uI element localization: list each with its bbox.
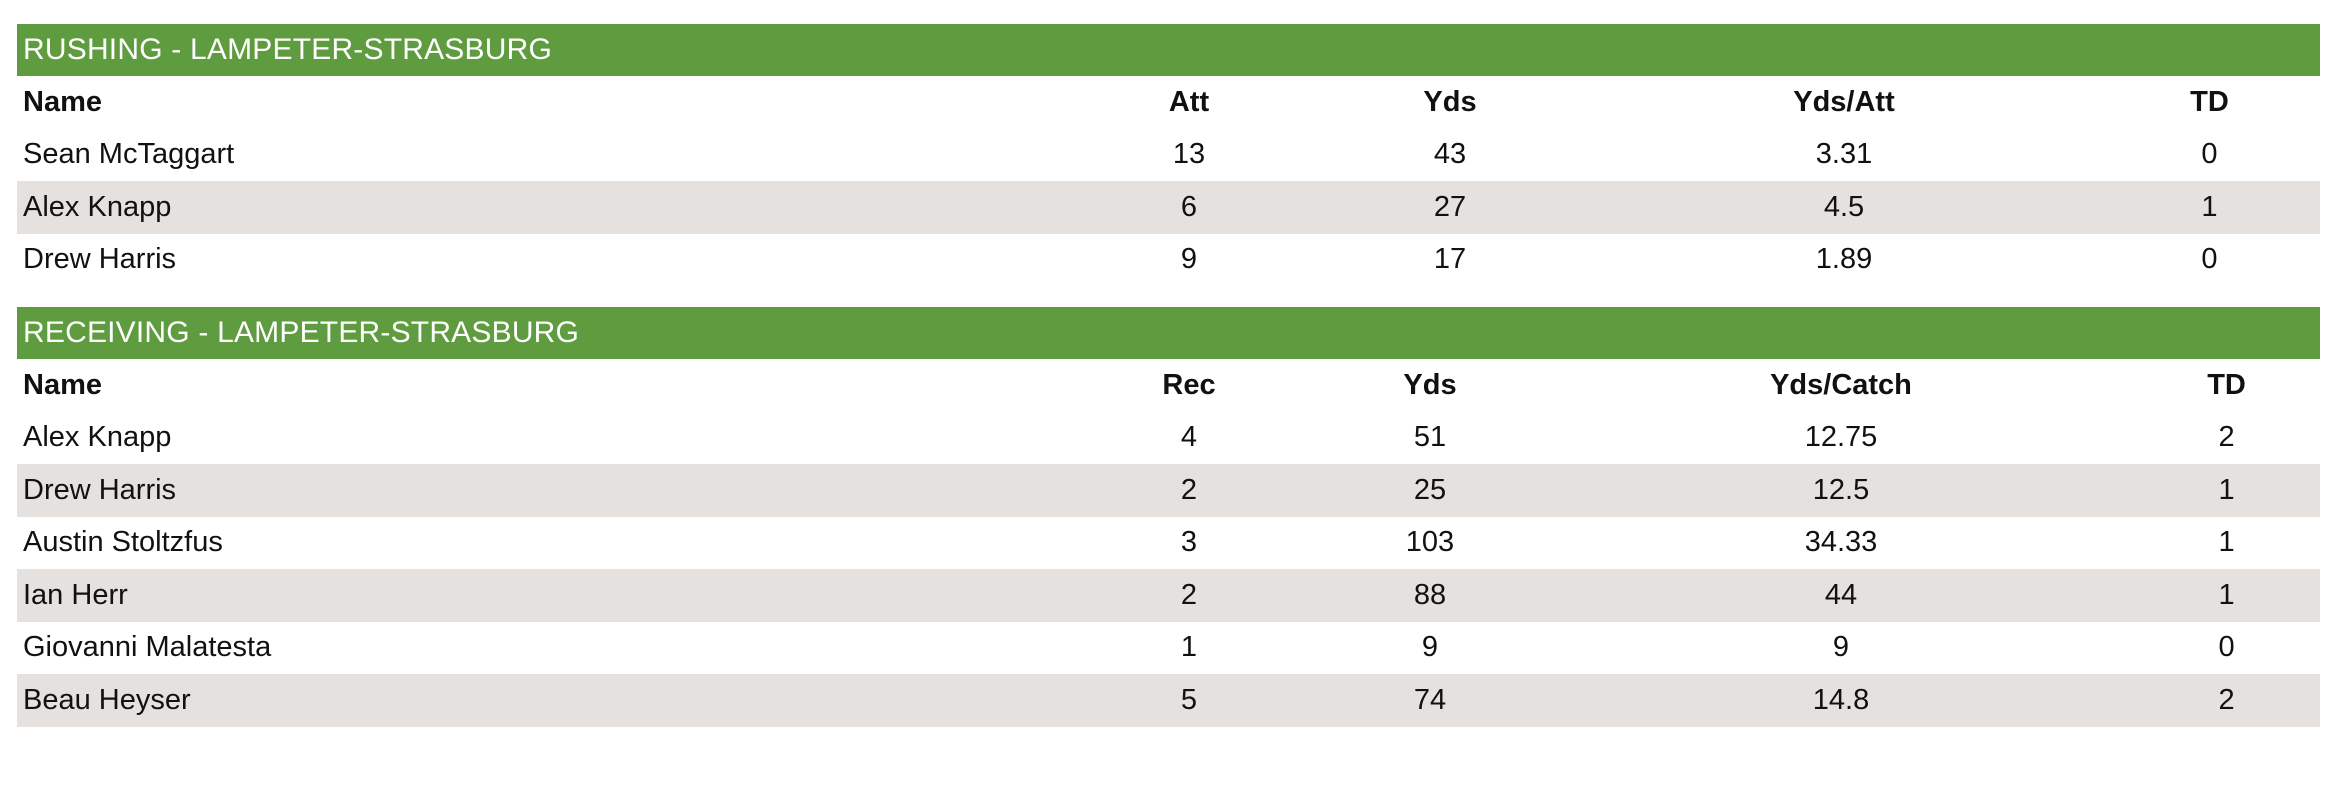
col-header-yds-per-catch: Yds/Catch [1549,359,2127,412]
table-row: Giovanni Malatesta 1 9 9 0 [17,622,2320,675]
stat-yds: 43 [1433,138,1467,171]
table-row: Drew Harris 2 25 12.5 1 [17,464,2321,517]
stat-td: 1 [2127,569,2321,622]
stat-rec: 2 [1067,569,1305,622]
col-header-yds: Yds [1305,76,1589,129]
stat-td: 2 [2127,674,2321,727]
stat-rec: 2 [1067,464,1305,517]
stat-rec: 1 [1180,631,1198,664]
stat-yds: 51 [1413,421,1447,454]
col-header-td: TD [2127,359,2321,412]
table-row: Drew Harris 9 17 1.89 0 [17,234,2320,287]
player-name: Drew Harris [23,243,177,276]
stat-yds: 17 [1433,243,1467,276]
stat-yds-per-catch: 9 [1832,631,1850,664]
stat-rec: 4 [1180,421,1198,454]
stat-att: 6 [1067,181,1305,234]
rushing-title: RUSHING - LAMPETER-STRASBURG [17,24,2320,76]
column-header-row: Name Rec Yds Yds/Catch TD [17,359,2321,412]
player-name: Beau Heyser [17,674,1067,727]
table-title-row: RECEIVING - LAMPETER-STRASBURG [17,307,2321,359]
col-header-att: Att [1067,76,1305,129]
table-row: Beau Heyser 5 74 14.8 2 [17,674,2321,727]
player-name: Alex Knapp [17,181,1067,234]
rushing-table: RUSHING - LAMPETER-STRASBURG Name Att Yd… [17,24,2320,286]
stat-yds-per-catch: 12.75 [1804,421,1878,454]
col-header-td: TD [2093,76,2320,129]
stat-att: 13 [1172,138,1206,171]
stat-td: 1 [2218,526,2235,559]
stat-yds-per-catch: 12.5 [1549,464,2127,517]
player-name: Ian Herr [17,569,1067,622]
stat-yds-per-catch: 34.33 [1804,526,1878,559]
player-name: Drew Harris [17,464,1067,517]
stat-yds: 9 [1421,631,1439,664]
col-header-yds-per-att: Yds/Att [1589,76,2093,129]
receiving-table: RECEIVING - LAMPETER-STRASBURG Name Rec … [17,307,2321,727]
column-header-row: Name Att Yds Yds/Att TD [17,76,2320,129]
stat-td: 0 [2201,243,2218,276]
stat-yds: 74 [1305,674,1549,727]
player-name: Alex Knapp [23,421,172,454]
table-row: Ian Herr 2 88 44 1 [17,569,2321,622]
stat-rec: 5 [1067,674,1305,727]
table-row: Sean McTaggart 13 43 3.31 0 [17,129,2320,182]
stat-td: 1 [2127,464,2321,517]
stat-td: 0 [2218,631,2235,664]
table-title-row: RUSHING - LAMPETER-STRASBURG [17,24,2320,76]
stat-yds: 27 [1305,181,1589,234]
stat-yds: 25 [1305,464,1549,517]
table-row: Austin Stoltzfus 3 103 34.33 1 [17,517,2320,570]
table-row: Alex Knapp 4 51 12.75 2 [17,412,2320,465]
stat-yds-per-att: 3.31 [1815,138,1873,171]
player-name: Giovanni Malatesta [23,631,272,664]
stat-td: 2 [2218,421,2235,454]
stat-yds-per-att: 1.89 [1815,243,1873,276]
col-header-name: Name [17,76,1067,129]
stat-yds-per-att: 4.5 [1589,181,2093,234]
stat-yds: 88 [1305,569,1549,622]
player-name: Austin Stoltzfus [23,526,223,559]
player-name: Sean McTaggart [23,138,235,171]
col-header-rec: Rec [1067,359,1305,412]
stat-td: 0 [2201,138,2218,171]
stat-yds-per-catch: 44 [1549,569,2127,622]
col-header-yds: Yds [1305,359,1549,412]
stat-td: 1 [2093,181,2320,234]
stat-yds: 103 [1405,526,1455,559]
stat-yds-per-catch: 14.8 [1549,674,2127,727]
table-row: Alex Knapp 6 27 4.5 1 [17,181,2320,234]
receiving-title: RECEIVING - LAMPETER-STRASBURG [17,307,2321,359]
col-header-name: Name [17,359,1067,412]
stat-rec: 3 [1180,526,1198,559]
stat-att: 9 [1180,243,1198,276]
